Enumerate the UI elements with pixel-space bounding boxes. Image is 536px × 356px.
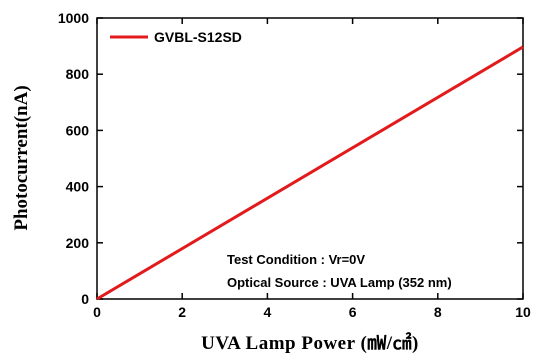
legend-label: GVBL-S12SD	[154, 29, 242, 45]
y-axis-title: Photocurrent(nA)	[11, 85, 32, 230]
y-tick-label: 1000	[58, 10, 89, 26]
y-tick-label: 200	[66, 235, 90, 251]
x-axis-title: UVA Lamp Power (㎽/㎠)	[201, 331, 419, 354]
x-tick-label: 8	[434, 304, 442, 320]
annotation-test-condition: Test Condition : Vr=0V	[227, 252, 365, 267]
y-tick-label: 400	[66, 179, 90, 195]
plot-frame	[96, 17, 524, 300]
y-tick-label: 600	[66, 122, 90, 138]
x-tick-label: 2	[178, 304, 186, 320]
x-tick-label: 4	[264, 304, 272, 320]
series-line	[96, 45, 524, 301]
legend: GVBL-S12SD	[110, 29, 242, 45]
ticks-layer: 0 2 4 6 8 10 0 200 400 600 800 1000	[58, 10, 531, 320]
y-tick-label: 0	[81, 291, 89, 307]
x-tick-label: 10	[515, 304, 531, 320]
annotation-optical-source: Optical Source : UVA Lamp (352 nm)	[227, 275, 452, 290]
x-tick-label: 6	[349, 304, 357, 320]
series-layer	[96, 45, 524, 301]
y-tick-label: 800	[66, 66, 90, 82]
x-tick-label: 0	[93, 304, 101, 320]
